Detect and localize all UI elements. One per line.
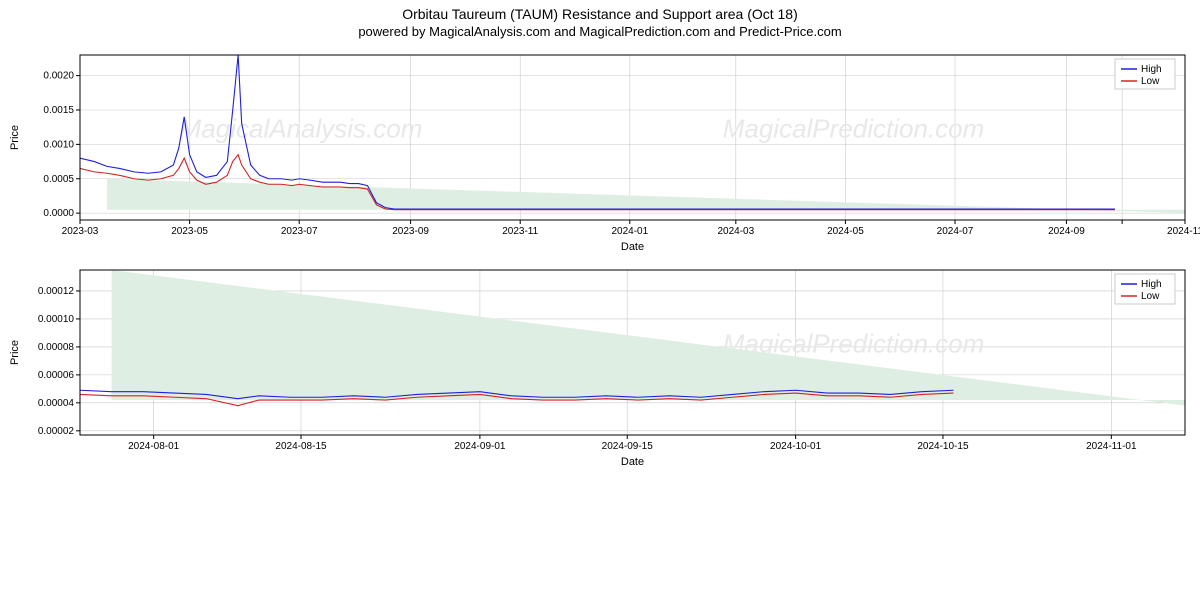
x-tick-label: 2023-05	[171, 226, 208, 237]
y-tick-label: 0.00006	[38, 370, 75, 381]
legend-high-label: High	[1141, 64, 1162, 75]
y-axis-label: Price	[9, 125, 21, 150]
chart-subtitle: powered by MagicalAnalysis.com and Magic…	[0, 24, 1200, 39]
y-tick-label: 0.00004	[38, 398, 75, 409]
bottom-chart: MagicalAnalysis.comMagicalPrediction.com…	[0, 260, 1200, 475]
x-tick-label: 2024-07	[937, 226, 974, 237]
x-axis-label: Date	[621, 241, 644, 253]
x-tick-label: 2024-08-15	[275, 441, 327, 452]
y-tick-label: 0.00008	[38, 342, 75, 353]
x-tick-label: 2024-05	[827, 226, 864, 237]
watermark: MagicalPrediction.com	[723, 114, 985, 144]
y-axis-label: Price	[9, 340, 21, 365]
x-tick-label: 2024-09-01	[454, 441, 506, 452]
y-tick-label: 0.0000	[43, 208, 74, 219]
x-tick-label: 2023-07	[281, 226, 318, 237]
x-tick-label: 2023-11	[502, 226, 538, 237]
y-tick-label: 0.0010	[43, 139, 74, 150]
y-tick-label: 0.0020	[43, 71, 74, 82]
x-tick-label: 2024-11-01	[1086, 441, 1137, 452]
x-tick-label: 2024-11	[1167, 226, 1200, 237]
x-tick-label: 2024-10-15	[917, 441, 969, 452]
chart-title: Orbitau Taureum (TAUM) Resistance and Su…	[0, 6, 1200, 22]
x-tick-label: 2024-10-01	[770, 441, 822, 452]
legend-low-label: Low	[1141, 291, 1160, 302]
y-tick-label: 0.0015	[43, 105, 74, 116]
legend-low-label: Low	[1141, 76, 1160, 87]
x-tick-label: 2024-08-01	[128, 441, 180, 452]
x-tick-label: 2023-09	[392, 226, 429, 237]
x-tick-label: 2024-09	[1048, 226, 1085, 237]
y-tick-label: 0.00002	[38, 426, 75, 437]
y-tick-label: 0.00010	[38, 314, 75, 325]
legend-high-label: High	[1141, 279, 1162, 290]
y-tick-label: 0.00012	[38, 286, 75, 297]
y-tick-label: 0.0005	[43, 174, 74, 185]
x-tick-label: 2024-03	[717, 226, 754, 237]
x-tick-label: 2023-03	[62, 226, 99, 237]
x-tick-label: 2024-01	[611, 226, 648, 237]
watermark: MagicalAnalysis.com	[180, 114, 423, 144]
top-chart: MagicalAnalysis.com MagicalPrediction.com…	[0, 45, 1200, 260]
x-tick-label: 2024-09-15	[602, 441, 654, 452]
x-axis-label: Date	[621, 456, 644, 468]
